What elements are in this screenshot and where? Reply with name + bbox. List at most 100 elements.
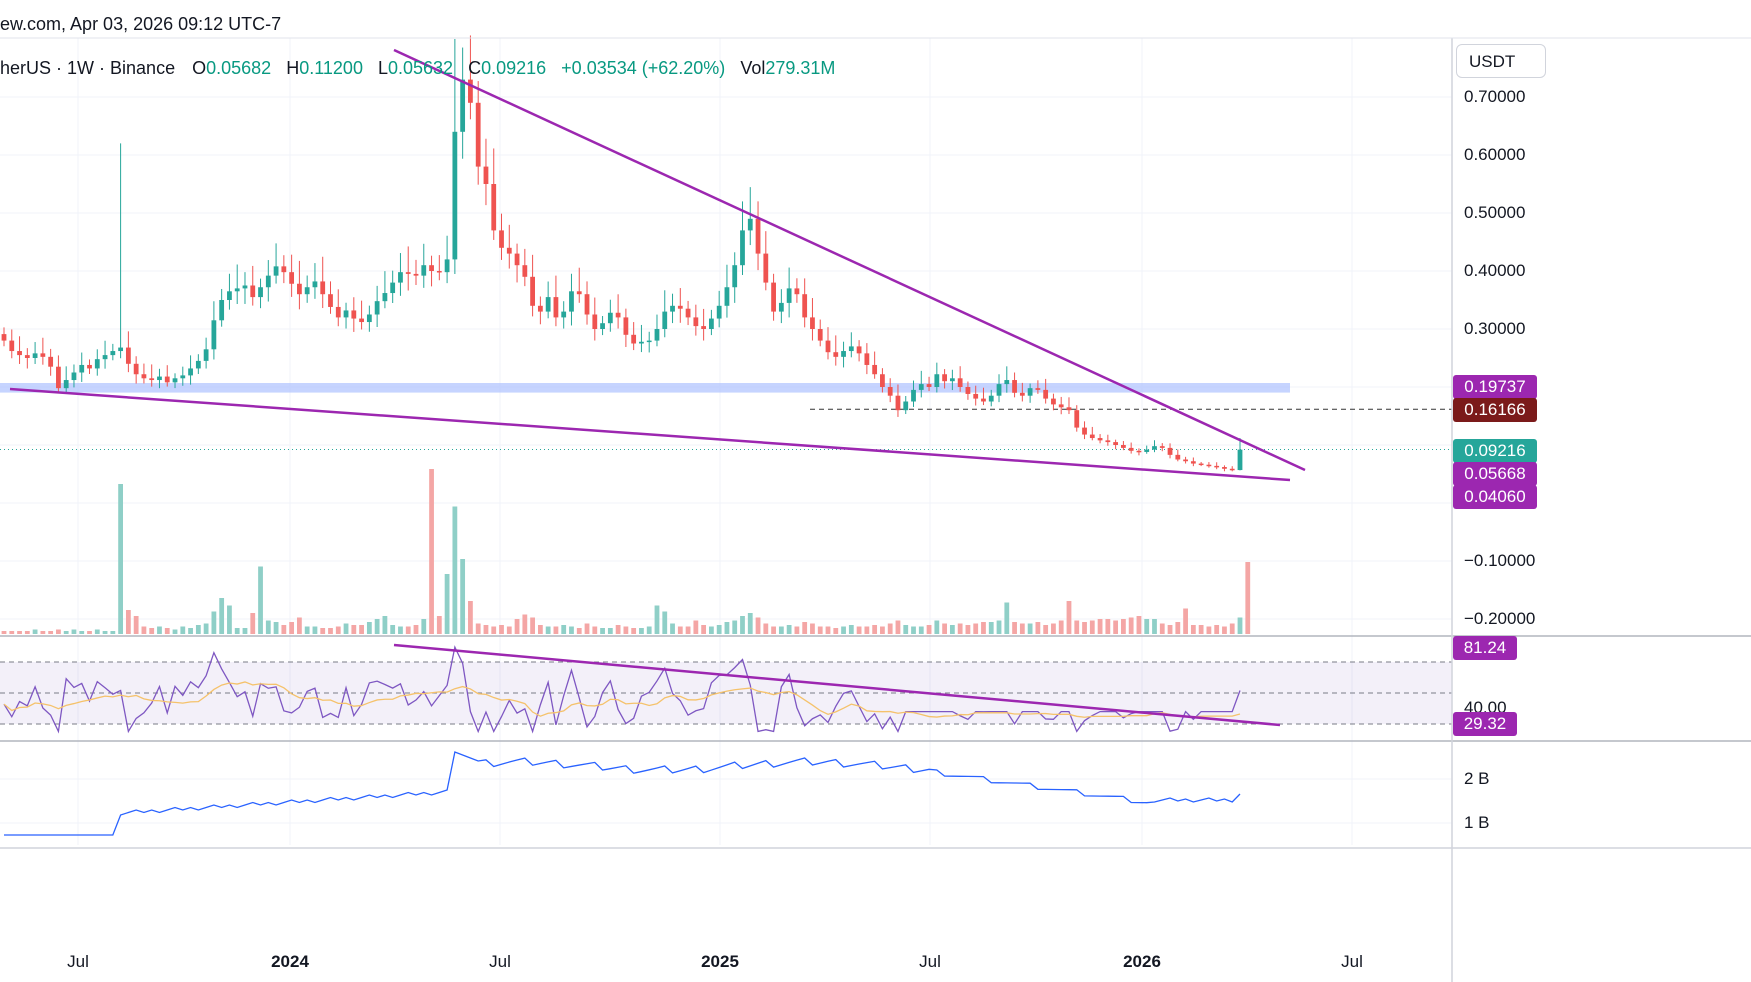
- volume-bar-157: [1222, 626, 1227, 634]
- support-zone: [0, 383, 1452, 451]
- candle-body-106: [825, 340, 831, 353]
- volume-bar-83: [646, 626, 652, 634]
- volume-bar-66: [514, 619, 520, 634]
- volume-bar-111: [864, 626, 870, 634]
- candle-body-99: [771, 282, 776, 312]
- price-tick-1: 0.60000: [1464, 145, 1526, 164]
- volume-bar-95: [740, 616, 745, 634]
- volume-bar-152: [1183, 608, 1188, 634]
- candle-body-126: [981, 398, 986, 402]
- candle-body-141: [1097, 438, 1103, 441]
- candle-body-37: [289, 272, 295, 284]
- volume-bar-123: [957, 623, 963, 634]
- ohlc-legend[interactable]: herUS · 1W · Binance O0.05682 H0.11200 L…: [0, 58, 845, 79]
- volume-bar-155: [1206, 626, 1212, 634]
- low-label: L: [377, 58, 388, 78]
- candle-body-156: [1214, 465, 1220, 468]
- volume-bar-100: [778, 626, 784, 634]
- volume-bar-17: [133, 616, 139, 634]
- volume-bar-102: [794, 626, 800, 634]
- volume-bar-130: [1012, 622, 1017, 634]
- volume-bar-143: [1113, 620, 1119, 634]
- volume-bar-65: [506, 626, 512, 634]
- volume-bar-59: [460, 559, 466, 634]
- volume-bar-94: [732, 620, 738, 634]
- volume-bar-11: [87, 631, 92, 634]
- volume-bar-64: [499, 625, 504, 634]
- candle-body-13: [102, 355, 108, 360]
- time-tick-0: Jul: [67, 952, 89, 971]
- candle-body-98: [763, 253, 769, 283]
- time-tick-2: Jul: [489, 952, 511, 971]
- candle-body-118: [918, 384, 924, 390]
- candle-body-73: [569, 291, 574, 312]
- candle-body-64: [499, 230, 504, 248]
- candle-body-144: [1121, 445, 1126, 448]
- candle-body-39: [304, 287, 310, 295]
- support-zone-band: [0, 383, 1290, 393]
- volume-bar-39: [304, 626, 310, 634]
- candle-body-24: [188, 368, 193, 376]
- candle-body-36: [281, 266, 287, 273]
- volume-bar-118: [918, 626, 924, 634]
- volume-bar-42: [328, 628, 333, 634]
- candle-body-22: [172, 378, 178, 383]
- volume-bar-37: [289, 622, 295, 634]
- candle-body-145: [1128, 447, 1134, 451]
- volume-bar-90: [701, 625, 707, 634]
- volume-bar-108: [841, 626, 846, 634]
- volume-bar-73: [569, 626, 574, 634]
- time-tick-3: 2025: [701, 952, 739, 971]
- candle-body-43: [335, 306, 341, 318]
- candle-body-25: [195, 360, 201, 369]
- candle-body-31: [242, 285, 248, 289]
- candle-body-88: [685, 308, 691, 318]
- volume-bar-127: [988, 622, 994, 634]
- volume-bar-122: [949, 625, 955, 634]
- volume-bar-69: [537, 625, 543, 634]
- volume-bar-105: [817, 626, 823, 634]
- time-tick-5: 2026: [1123, 952, 1161, 971]
- volume-bar-125: [973, 623, 979, 634]
- price-tag-2: 0.09216: [1453, 439, 1537, 463]
- volume-bar-99: [771, 626, 776, 634]
- volume-bar-151: [1175, 622, 1181, 634]
- candle-body-81: [631, 334, 637, 344]
- candle-body-142: [1105, 440, 1111, 443]
- volume-bar-156: [1214, 625, 1220, 634]
- candle-body-20: [157, 376, 162, 381]
- price-tick-5: −0.10000: [1464, 551, 1536, 570]
- volume-bar-89: [693, 620, 699, 634]
- currency-selector[interactable]: USDT: [1456, 44, 1546, 78]
- candle-body-53: [413, 273, 419, 276]
- volume-bar-31: [242, 628, 248, 634]
- candle-body-16: [125, 347, 131, 364]
- candle-body-119: [926, 384, 932, 387]
- volume-bar-34: [265, 620, 271, 634]
- volume-bar-84: [654, 605, 660, 634]
- high-value: 0.11200: [299, 58, 363, 78]
- open-value: 0.05682: [206, 58, 272, 78]
- volume-bar-20: [157, 626, 162, 634]
- candle-body-14: [110, 351, 116, 356]
- indicator-tick-0: 2 B: [1464, 769, 1490, 788]
- candle-body-116: [903, 401, 909, 411]
- candle-body-47: [366, 314, 372, 323]
- symbol-label[interactable]: herUS · 1W · Binance: [0, 58, 176, 78]
- candle-body-111: [864, 353, 870, 365]
- volume-bar-134: [1043, 625, 1049, 634]
- volume-bar-76: [592, 626, 598, 634]
- volume-bar-135: [1051, 623, 1056, 634]
- volume-bar-27: [211, 611, 217, 634]
- candle-body-77: [600, 323, 605, 329]
- volume-bar-68: [530, 617, 535, 634]
- volume-bar-146: [1136, 616, 1142, 634]
- volume-bar-22: [172, 629, 178, 634]
- volume-bar-136: [1058, 620, 1064, 634]
- volume-bar-10: [79, 631, 85, 634]
- candle-body-82: [639, 341, 644, 344]
- candle-body-140: [1089, 434, 1095, 439]
- volume-bar-103: [802, 622, 808, 634]
- trendlines[interactable]: [9, 48, 1306, 482]
